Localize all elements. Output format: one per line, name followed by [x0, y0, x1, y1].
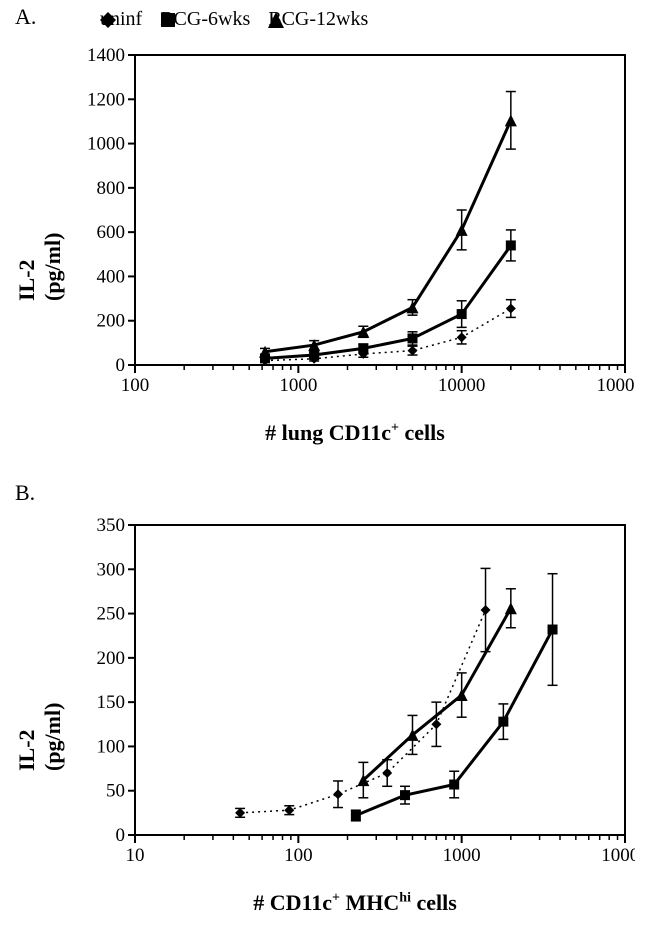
triangle-icon — [268, 12, 284, 28]
svg-text:10: 10 — [126, 845, 145, 866]
chart-a: 0 200 400 600 800 1000 1200 1400 100 1000 10000 100… — [80, 45, 635, 405]
svg-text:200: 200 — [97, 648, 126, 669]
square-icon — [160, 12, 176, 28]
svg-text:100: 100 — [284, 845, 313, 866]
chart-b: 0 50 100 150 200 250 300 350 10 100 1000 10000 — [80, 515, 635, 875]
svg-text:100: 100 — [121, 375, 150, 396]
legend: uninf BCG-6wks BCG-12wks — [100, 8, 368, 31]
x-axis-label-a: # lung CD11c+ cells — [180, 420, 530, 446]
svg-text:1000: 1000 — [443, 845, 481, 866]
panel-label-b: B. — [15, 480, 35, 506]
svg-text:1200: 1200 — [87, 89, 125, 110]
svg-text:0: 0 — [116, 355, 126, 376]
svg-text:100: 100 — [97, 736, 126, 757]
svg-text:400: 400 — [97, 266, 126, 287]
svg-text:250: 250 — [97, 604, 126, 625]
y-axis-label-b: IL-2 (pg/ml) — [14, 671, 66, 771]
svg-text:10000: 10000 — [601, 845, 635, 866]
svg-text:50: 50 — [106, 781, 125, 802]
svg-text:600: 600 — [97, 222, 126, 243]
legend-item-bcg6: BCG-6wks — [160, 8, 250, 31]
diamond-icon — [100, 12, 116, 28]
svg-text:350: 350 — [97, 515, 126, 536]
figure-container: uninf BCG-6wks BCG-12wks A. IL-2 (pg/ml)… — [0, 0, 650, 949]
svg-text:1000: 1000 — [279, 375, 317, 396]
svg-text:1400: 1400 — [87, 45, 125, 66]
svg-text:0: 0 — [116, 825, 126, 846]
y-axis-label-a: IL-2 (pg/ml) — [14, 201, 66, 301]
x-axis-label-b: # CD11c+ MHChi cells — [180, 890, 530, 916]
svg-text:300: 300 — [97, 559, 126, 580]
svg-text:800: 800 — [97, 178, 126, 199]
svg-text:100000: 100000 — [597, 375, 636, 396]
svg-text:10000: 10000 — [438, 375, 486, 396]
panel-label-a: A. — [15, 4, 36, 30]
svg-text:200: 200 — [97, 311, 126, 332]
legend-item-uninf: uninf — [100, 8, 142, 31]
svg-text:1000: 1000 — [87, 134, 125, 155]
svg-text:150: 150 — [97, 692, 126, 713]
legend-item-bcg12: BCG-12wks — [268, 8, 368, 31]
